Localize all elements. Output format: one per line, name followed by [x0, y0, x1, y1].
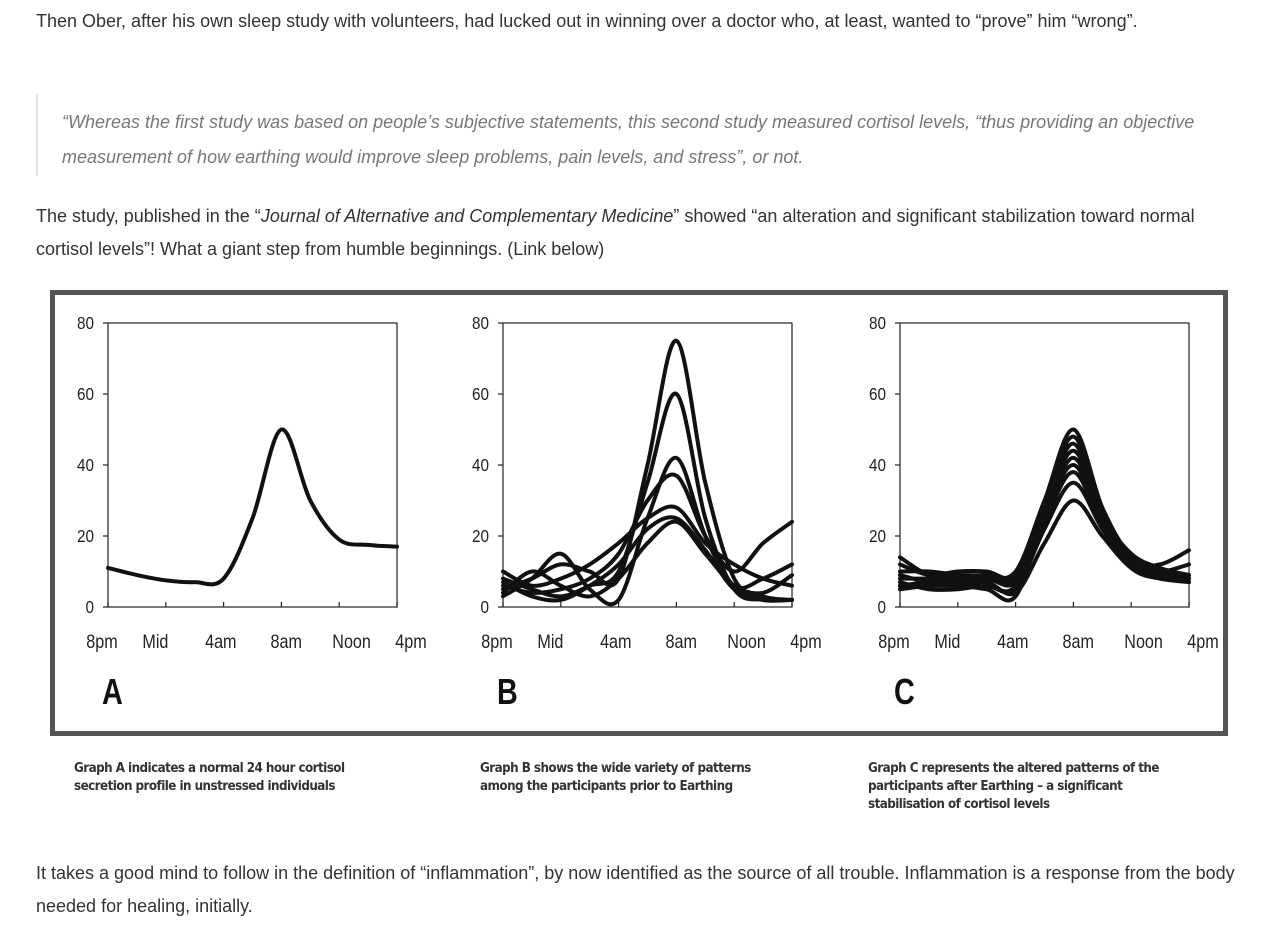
caption-b: Graph B shows the wide variety of patter…: [480, 761, 751, 794]
x-tick-label: Mid: [934, 631, 960, 653]
x-tick-label: 8am: [665, 631, 696, 653]
x-tick-label: 4pm: [395, 631, 426, 653]
x-tick-label: 8am: [1062, 631, 1093, 653]
blockquote: “Whereas the first study was based on pe…: [36, 94, 1238, 176]
y-tick-label: 80: [77, 313, 94, 333]
series-line-1: [501, 338, 794, 602]
panel-label: A: [102, 671, 123, 712]
x-tick-label: 8pm: [481, 631, 512, 653]
x-tick-label: Mid: [142, 631, 168, 653]
y-tick-label: 60: [77, 384, 94, 404]
y-tick-label: 60: [472, 384, 489, 404]
quote-text: “Whereas the first study was based on pe…: [62, 112, 1195, 167]
x-tick-label: 4pm: [1187, 631, 1218, 653]
x-tick-label: 8pm: [86, 631, 117, 653]
x-tick-label: Noon: [1124, 631, 1163, 653]
y-tick-label: 40: [869, 455, 886, 475]
x-tick-label: 4am: [600, 631, 631, 653]
paragraph-inflammation: It takes a good mind to follow in the de…: [36, 863, 1235, 916]
y-tick-label: 20: [869, 526, 886, 546]
series-line-1: [106, 427, 399, 587]
y-tick-label: 20: [472, 526, 489, 546]
y-tick-label: 0: [85, 597, 94, 617]
series-line-7: [898, 470, 1191, 588]
cortisol-figure: 0 20 40 60 80 8pm Mid 4am 8am Noon 4pm A 0 20 40 60 80 8p…: [50, 290, 1228, 736]
x-tick-label: Noon: [727, 631, 766, 653]
series-line-9: [898, 498, 1191, 597]
study-text-pre: The study, published in the “: [36, 206, 261, 226]
x-tick-label: 8am: [270, 631, 301, 653]
x-tick-label: Noon: [332, 631, 371, 653]
y-tick-label: 80: [472, 313, 489, 333]
paragraph-study: The study, published in the “Journal of …: [36, 200, 1236, 266]
panel-label: B: [497, 671, 518, 712]
paragraph-intro: Then Ober, after his own sleep study wit…: [36, 11, 1138, 31]
x-tick-label: 4pm: [790, 631, 821, 653]
y-tick-label: 80: [869, 313, 886, 333]
caption-c: Graph C represents the altered patterns …: [868, 761, 1160, 812]
y-tick-label: 40: [472, 455, 489, 475]
y-tick-label: 20: [77, 526, 94, 546]
x-tick-label: 4am: [205, 631, 236, 653]
series-line-7: [501, 519, 794, 599]
x-tick-label: 4am: [997, 631, 1028, 653]
study-text-post: ” showed “an alteration and significant …: [36, 206, 1195, 259]
caption-a: Graph A indicates a normal 24 hour corti…: [74, 761, 345, 794]
y-tick-label: 40: [77, 455, 94, 475]
x-tick-label: 8pm: [878, 631, 909, 653]
y-tick-label: 0: [877, 597, 886, 617]
journal-link[interactable]: Journal of Alternative and Complementary…: [260, 206, 674, 226]
x-tick-label: Mid: [537, 631, 563, 653]
panel-c: 0 20 40 60 80 8pm Mid 4am 8am Noon 4pm C: [869, 313, 1219, 712]
panel-a: 0 20 40 60 80 8pm Mid 4am 8am Noon 4pm A: [77, 313, 427, 712]
y-tick-label: 60: [869, 384, 886, 404]
panel-label: C: [894, 671, 915, 712]
panel-b: 0 20 40 60 80 8pm Mid 4am 8am Noon 4pm B: [472, 313, 822, 712]
y-tick-label: 0: [480, 597, 489, 617]
series-line-6: [501, 515, 794, 603]
